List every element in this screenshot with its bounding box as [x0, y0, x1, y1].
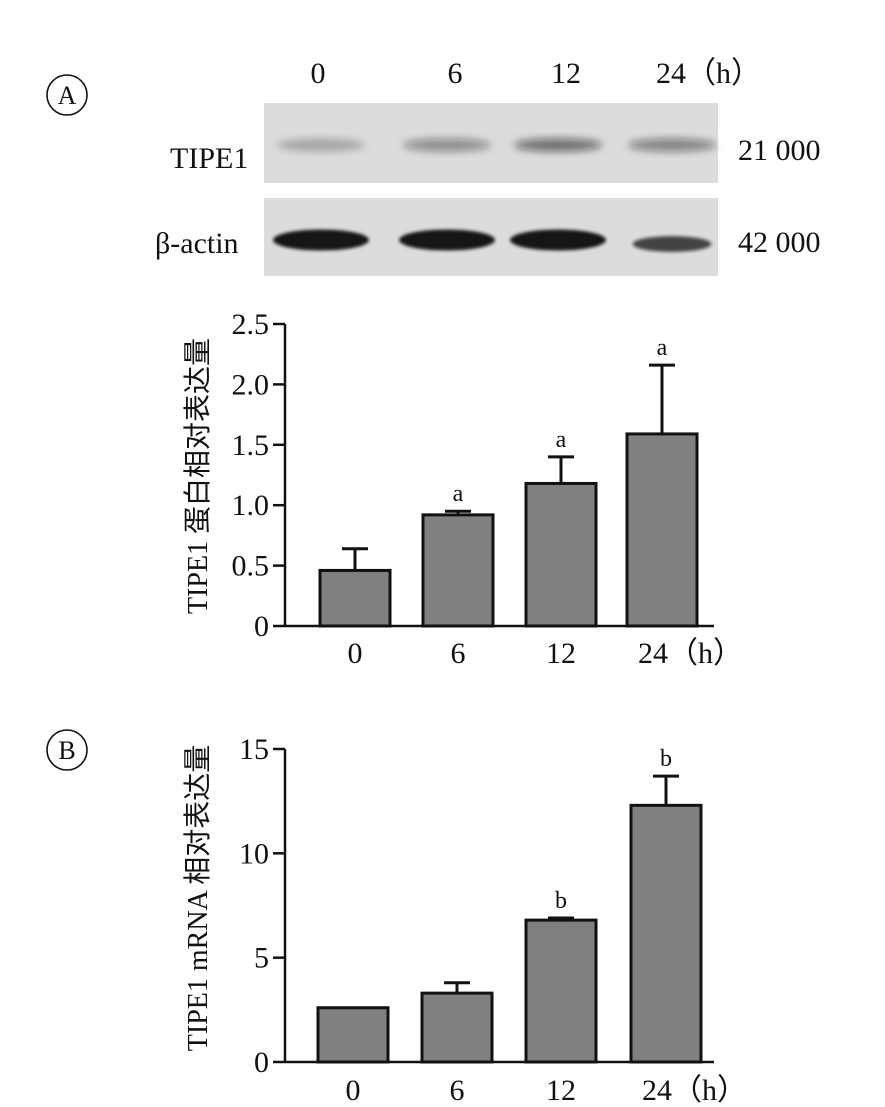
blot-band-actin-lane-1	[399, 229, 495, 251]
blot-row-label-actin: β-actin	[155, 227, 239, 260]
chart-2-ytick-label-1: 5	[254, 942, 269, 975]
chart-1-sig-label-2: a	[556, 427, 567, 453]
chart-1-xtick-label-0: 0	[348, 637, 363, 670]
chart-2-bar-3	[629, 803, 703, 1064]
chart-2-bar-1	[420, 991, 494, 1064]
blot-band-tipe1-lane-0	[277, 138, 365, 152]
chart-1-ytick-label-0: 0	[254, 610, 269, 643]
blot-band-tipe1-lane-2	[514, 138, 602, 152]
chart-2-ytick-label-3: 15	[239, 733, 269, 766]
chart-1-bar-2	[524, 481, 598, 628]
protein-expression-chart: TIPE1 蛋白相对表达量 0 0.5 1.0 1.5 2.0 2.5 0 a 6 a 12 a 24（…	[182, 308, 743, 670]
chart-1-ytick-label-4: 2.0	[232, 368, 270, 401]
western-blot: 0 6 12 24（h） TIPE1 β-actin 21 000 42 000	[155, 57, 821, 276]
chart-1-errorbar-1	[445, 509, 471, 515]
chart-2-xtick-label-0: 0	[346, 1074, 361, 1107]
blot-band-actin-lane-3	[632, 236, 712, 252]
blot-band-tipe1-lane-1	[403, 138, 491, 152]
chart-2-errorbar-3	[653, 774, 679, 806]
panel-a-letter: A	[58, 81, 77, 110]
chart-2-ytick-label-2: 10	[239, 837, 269, 870]
mrna-expression-chart: TIPE1 mRNA 相对表达量 0 5 10 15 0 6 b 12 b 24（h）	[182, 733, 747, 1107]
lane-label-6: 6	[448, 57, 463, 90]
chart-2-xtick-label-1: 6	[450, 1074, 465, 1107]
blot-band-actin-lane-0	[273, 229, 369, 251]
chart-1-errorbar-3	[649, 363, 675, 434]
chart-1-bar-0	[318, 568, 392, 628]
mw-label-tipe1: 21 000	[738, 134, 821, 167]
chart-1-errorbar-0	[342, 547, 368, 571]
panel-b-badge: B	[46, 729, 88, 771]
chart-1-sig-label-3: a	[657, 335, 668, 361]
chart-2-errorbar-2	[548, 916, 574, 921]
chart-2-errorbar-1	[444, 981, 470, 994]
chart-2-ylabel: TIPE1 mRNA 相对表达量	[182, 745, 214, 1051]
chart-1-ylabel: TIPE1 蛋白相对表达量	[182, 338, 214, 614]
blot-row-label-tipe1: TIPE1	[170, 142, 248, 175]
lane-label-24h: 24（h）	[656, 57, 761, 90]
chart-2-xtick-label-3: 24（h）	[642, 1074, 747, 1107]
panel-a-badge: A	[46, 74, 88, 116]
lane-label-12: 12	[551, 57, 581, 90]
chart-1-ytick-label-3: 1.5	[232, 429, 270, 462]
lane-label-0: 0	[311, 57, 326, 90]
panel-b-letter: B	[58, 736, 75, 765]
chart-2-sig-label-2: b	[555, 888, 567, 914]
chart-2-bar-0	[316, 1006, 390, 1064]
blot-band-tipe1-lane-3	[628, 138, 716, 152]
chart-1-ytick-label-1: 0.5	[232, 550, 270, 583]
chart-1-xtick-label-2: 12	[546, 637, 576, 670]
mw-label-actin: 42 000	[738, 226, 821, 259]
chart-1-errorbar-2	[548, 455, 574, 484]
chart-1-ytick-label-2: 1.0	[232, 489, 270, 522]
chart-1-xtick-label-1: 6	[451, 637, 466, 670]
chart-2-sig-label-3: b	[660, 746, 672, 772]
blot-band-actin-lane-2	[510, 229, 606, 251]
chart-2-ytick-label-0: 0	[254, 1046, 269, 1079]
chart-1-ytick-label-5: 2.5	[232, 308, 270, 341]
chart-1-xtick-label-3: 24（h）	[638, 637, 743, 670]
chart-1-bar-1	[421, 513, 495, 628]
chart-2-bar-2	[524, 918, 598, 1064]
chart-2-xtick-label-2: 12	[546, 1074, 576, 1107]
chart-1-bar-3	[625, 432, 699, 628]
chart-1-sig-label-1: a	[453, 481, 464, 507]
